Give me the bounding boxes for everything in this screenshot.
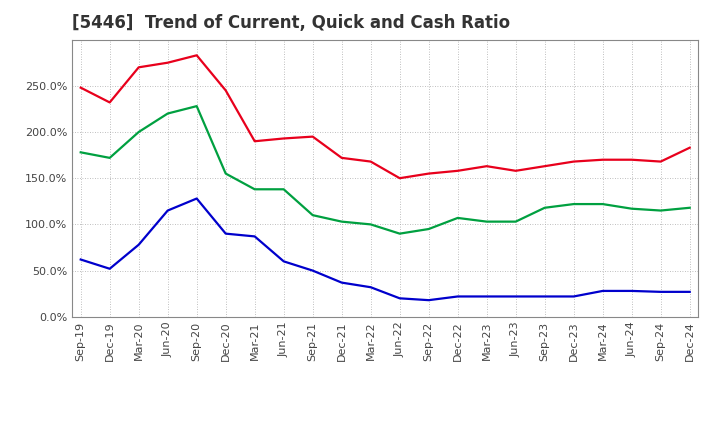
Cash Ratio bbox=[366, 285, 375, 290]
Cash Ratio bbox=[395, 296, 404, 301]
Cash Ratio bbox=[511, 294, 520, 299]
Current Ratio bbox=[163, 60, 172, 65]
Quick Ratio bbox=[598, 202, 607, 207]
Cash Ratio bbox=[482, 294, 491, 299]
Quick Ratio bbox=[424, 226, 433, 231]
Quick Ratio bbox=[192, 103, 201, 109]
Line: Quick Ratio: Quick Ratio bbox=[81, 106, 690, 234]
Cash Ratio bbox=[279, 259, 288, 264]
Cash Ratio bbox=[570, 294, 578, 299]
Cash Ratio bbox=[627, 288, 636, 293]
Quick Ratio bbox=[163, 111, 172, 116]
Current Ratio bbox=[627, 157, 636, 162]
Cash Ratio bbox=[657, 289, 665, 294]
Quick Ratio bbox=[338, 219, 346, 224]
Quick Ratio bbox=[541, 205, 549, 210]
Cash Ratio bbox=[308, 268, 317, 273]
Current Ratio bbox=[395, 176, 404, 181]
Quick Ratio bbox=[135, 129, 143, 135]
Cash Ratio bbox=[221, 231, 230, 236]
Quick Ratio bbox=[251, 187, 259, 192]
Quick Ratio bbox=[279, 187, 288, 192]
Cash Ratio bbox=[76, 257, 85, 262]
Current Ratio bbox=[192, 53, 201, 58]
Quick Ratio bbox=[657, 208, 665, 213]
Quick Ratio bbox=[395, 231, 404, 236]
Cash Ratio bbox=[163, 208, 172, 213]
Quick Ratio bbox=[685, 205, 694, 210]
Quick Ratio bbox=[570, 202, 578, 207]
Cash Ratio bbox=[598, 288, 607, 293]
Quick Ratio bbox=[511, 219, 520, 224]
Current Ratio bbox=[135, 65, 143, 70]
Current Ratio bbox=[221, 88, 230, 93]
Line: Current Ratio: Current Ratio bbox=[81, 55, 690, 178]
Current Ratio bbox=[308, 134, 317, 139]
Current Ratio bbox=[279, 136, 288, 141]
Current Ratio bbox=[482, 164, 491, 169]
Current Ratio bbox=[598, 157, 607, 162]
Quick Ratio bbox=[76, 150, 85, 155]
Quick Ratio bbox=[308, 213, 317, 218]
Current Ratio bbox=[657, 159, 665, 164]
Cash Ratio bbox=[135, 242, 143, 247]
Quick Ratio bbox=[366, 222, 375, 227]
Quick Ratio bbox=[627, 206, 636, 211]
Cash Ratio bbox=[424, 297, 433, 303]
Current Ratio bbox=[685, 145, 694, 150]
Line: Cash Ratio: Cash Ratio bbox=[81, 198, 690, 300]
Current Ratio bbox=[76, 85, 85, 90]
Current Ratio bbox=[454, 168, 462, 173]
Cash Ratio bbox=[338, 280, 346, 285]
Current Ratio bbox=[541, 164, 549, 169]
Cash Ratio bbox=[251, 234, 259, 239]
Cash Ratio bbox=[105, 266, 114, 271]
Current Ratio bbox=[251, 139, 259, 144]
Cash Ratio bbox=[685, 289, 694, 294]
Quick Ratio bbox=[454, 215, 462, 220]
Cash Ratio bbox=[192, 196, 201, 201]
Current Ratio bbox=[511, 168, 520, 173]
Current Ratio bbox=[570, 159, 578, 164]
Current Ratio bbox=[338, 155, 346, 161]
Quick Ratio bbox=[482, 219, 491, 224]
Current Ratio bbox=[366, 159, 375, 164]
Current Ratio bbox=[105, 100, 114, 105]
Quick Ratio bbox=[221, 171, 230, 176]
Text: [5446]  Trend of Current, Quick and Cash Ratio: [5446] Trend of Current, Quick and Cash … bbox=[72, 15, 510, 33]
Cash Ratio bbox=[454, 294, 462, 299]
Current Ratio bbox=[424, 171, 433, 176]
Cash Ratio bbox=[541, 294, 549, 299]
Quick Ratio bbox=[105, 155, 114, 161]
